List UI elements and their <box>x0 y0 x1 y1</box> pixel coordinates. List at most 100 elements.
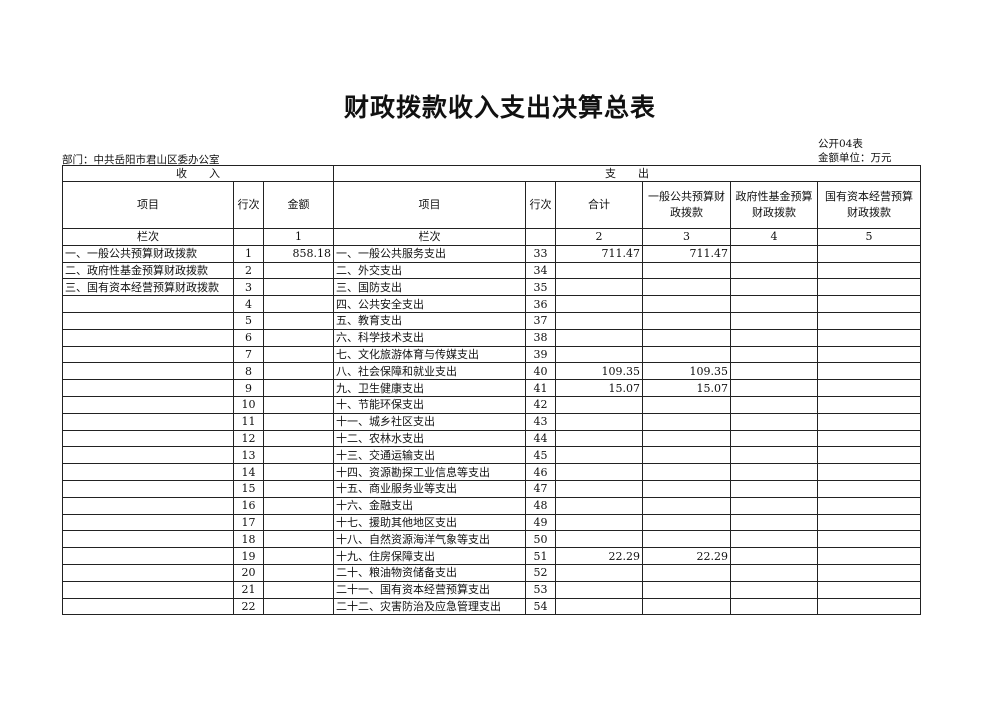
cell-total <box>555 261 643 280</box>
cell-state <box>817 362 921 381</box>
cell-total <box>555 395 643 414</box>
cell-out-item: 十四、资源勘探工业信息等支出 <box>333 463 526 481</box>
cell-out-line: 49 <box>525 513 556 532</box>
col-amount: 1 <box>263 228 334 246</box>
cell-fund <box>730 463 818 481</box>
cell-fund <box>730 379 818 397</box>
header-item: 项目 <box>62 181 234 229</box>
cell-in-amt <box>263 379 334 397</box>
cell-in-item: 二、政府性基金预算财政拨款 <box>62 261 234 280</box>
cell-fund <box>730 412 818 431</box>
cell-in-amt <box>263 563 334 582</box>
cell-out-line: 51 <box>525 547 556 565</box>
cell-total <box>555 463 643 481</box>
cell-out-item: 二十二、灾害防治及应急管理支出 <box>333 597 526 616</box>
cell-fund <box>730 311 818 330</box>
cell-out-item: 十一、城乡社区支出 <box>333 412 526 431</box>
cell-fund <box>730 513 818 532</box>
cell-in-amt <box>263 295 334 313</box>
cell-general <box>642 328 731 347</box>
cell-general <box>642 311 731 330</box>
cell-fund <box>730 547 818 565</box>
cell-in-item <box>62 379 234 397</box>
cell-in-amt <box>263 547 334 565</box>
cell-total <box>555 563 643 582</box>
cell-general <box>642 261 731 280</box>
cell-state <box>817 496 921 515</box>
cell-in-line: 12 <box>233 429 264 448</box>
income-section-header: 收 入 <box>62 165 334 182</box>
cell-general <box>642 278 731 297</box>
header-general: 一般公共预算财政拨款 <box>642 181 731 229</box>
cell-in-amt: 858.18 <box>263 244 334 263</box>
cell-in-line: 3 <box>233 278 264 297</box>
cell-state <box>817 278 921 297</box>
cell-in-amt <box>263 345 334 364</box>
cell-general <box>642 580 731 599</box>
cell-out-line: 45 <box>525 446 556 465</box>
cell-fund <box>730 530 818 549</box>
cell-general <box>642 530 731 549</box>
cell-state <box>817 513 921 532</box>
table-row: 10 十、节能环保支出 42 <box>62 395 921 414</box>
table-row: 17 十七、援助其他地区支出 49 <box>62 513 921 532</box>
cell-in-amt <box>263 513 334 532</box>
table-row: 12 十二、农林水支出 44 <box>62 429 921 448</box>
cell-out-item: 十二、农林水支出 <box>333 429 526 448</box>
cell-general <box>642 597 731 616</box>
cell-fund <box>730 278 818 297</box>
cell-in-line: 4 <box>233 295 264 313</box>
table-row: 7 七、文化旅游体育与传媒支出 39 <box>62 345 921 364</box>
cell-out-item: 十、节能环保支出 <box>333 395 526 414</box>
cell-out-line: 50 <box>525 530 556 549</box>
table-row: 二、政府性基金预算财政拨款 2 二、外交支出 34 <box>62 261 921 280</box>
cell-total: 109.35 <box>555 362 643 381</box>
col-general: 3 <box>642 228 731 246</box>
cell-out-item: 四、公共安全支出 <box>333 295 526 313</box>
cell-in-item <box>62 479 234 498</box>
cell-out-item: 十九、住房保障支出 <box>333 547 526 565</box>
cell-fund <box>730 345 818 364</box>
cell-in-line: 5 <box>233 311 264 330</box>
cell-out-line: 33 <box>525 244 556 263</box>
cell-in-line: 20 <box>233 563 264 582</box>
cell-fund <box>730 446 818 465</box>
cell-in-line: 2 <box>233 261 264 280</box>
cell-out-line: 43 <box>525 412 556 431</box>
cell-state <box>817 580 921 599</box>
cell-out-line: 44 <box>525 429 556 448</box>
cell-general <box>642 412 731 431</box>
cell-general: 22.29 <box>642 547 731 565</box>
cell-state <box>817 395 921 414</box>
department-label: 部门：中共岳阳市君山区委办公室 <box>62 154 220 166</box>
cell-in-amt <box>263 261 334 280</box>
cell-in-item <box>62 311 234 330</box>
cell-state <box>817 597 921 616</box>
header-line2: 行次 <box>525 181 556 229</box>
table-row: 21 二十一、国有资本经营预算支出 53 <box>62 580 921 599</box>
cell-out-line: 36 <box>525 295 556 313</box>
cell-in-item <box>62 580 234 599</box>
cell-in-amt <box>263 278 334 297</box>
col-line <box>233 228 264 246</box>
cell-total <box>555 496 643 515</box>
cell-in-item <box>62 328 234 347</box>
cell-in-item <box>62 496 234 515</box>
cell-in-item <box>62 362 234 381</box>
cell-in-item <box>62 563 234 582</box>
cell-in-line: 10 <box>233 395 264 414</box>
table-row: 15 十五、商业服务业等支出 47 <box>62 479 921 498</box>
table-row: 14 十四、资源勘探工业信息等支出 46 <box>62 463 921 481</box>
cell-general <box>642 295 731 313</box>
cell-total <box>555 580 643 599</box>
cell-state <box>817 295 921 313</box>
cell-in-line: 18 <box>233 530 264 549</box>
table-row: 11 十一、城乡社区支出 43 <box>62 412 921 431</box>
col-fund: 4 <box>730 228 818 246</box>
table-row: 22 二十二、灾害防治及应急管理支出 54 <box>62 597 921 616</box>
cell-state <box>817 311 921 330</box>
cell-in-item <box>62 530 234 549</box>
cell-out-item: 十六、金融支出 <box>333 496 526 515</box>
cell-total <box>555 513 643 532</box>
cell-fund <box>730 244 818 263</box>
